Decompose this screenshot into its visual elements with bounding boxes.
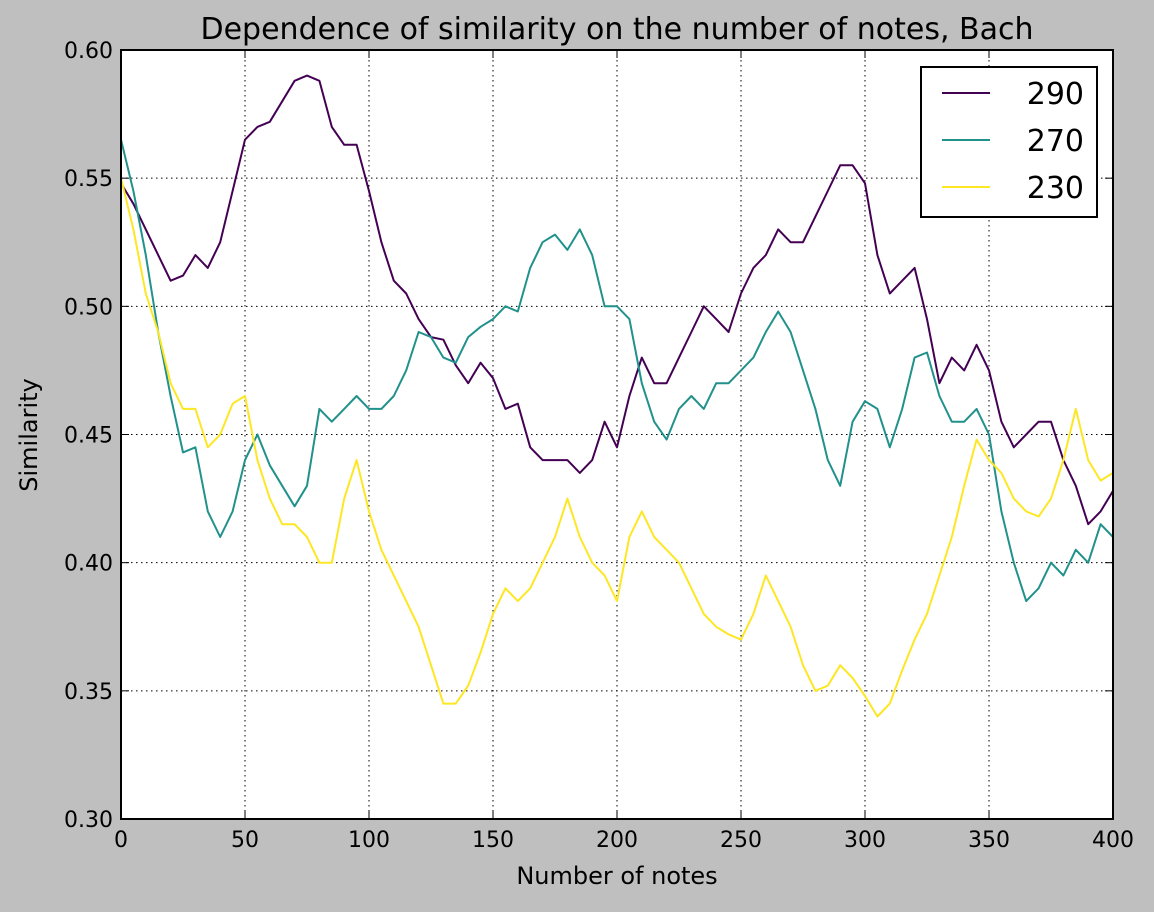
chart-title: Dependence of similarity on the number o…	[201, 12, 1034, 47]
x-axis-label: Number of notes	[516, 862, 717, 890]
grid	[121, 50, 1113, 819]
y-tick-label: 0.30	[64, 808, 113, 833]
x-tick-label: 50	[231, 828, 259, 853]
legend: 290 270 230	[920, 66, 1098, 218]
x-tick-label: 0	[114, 828, 128, 853]
series-line-230	[120, 177, 1114, 718]
legend-label-270: 270	[1027, 124, 1084, 159]
ticks: 0 50 100 150 200 250 300 350 400 0.30 0.35 0.40 0.45…	[64, 39, 1134, 853]
x-tick-label: 300	[844, 828, 886, 853]
y-axis-label: Similarity	[15, 378, 43, 491]
y-tick-label: 0.55	[64, 167, 113, 192]
series-group	[120, 74, 1114, 718]
y-tick-label: 0.35	[64, 680, 113, 705]
x-tick-label: 200	[596, 828, 638, 853]
x-tick-label: 150	[472, 828, 514, 853]
legend-label-230: 230	[1027, 171, 1084, 206]
y-tick-label: 0.60	[64, 39, 113, 64]
x-tick-label: 100	[348, 828, 390, 853]
x-tick-label: 350	[968, 828, 1010, 853]
series-line-290	[120, 74, 1114, 526]
x-tick-label: 250	[720, 828, 762, 853]
y-tick-label: 0.45	[64, 424, 113, 449]
series-line-270	[120, 139, 1114, 603]
y-tick-label: 0.40	[64, 552, 113, 577]
legend-label-290: 290	[1027, 77, 1084, 112]
y-tick-label: 0.50	[64, 295, 113, 320]
x-tick-label: 400	[1092, 828, 1134, 853]
